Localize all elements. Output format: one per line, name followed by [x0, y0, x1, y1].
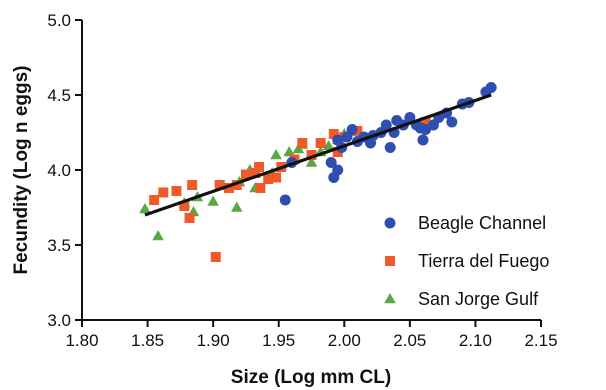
- data-point: [179, 201, 190, 211]
- data-point: [149, 195, 160, 205]
- y-tick-label: 4.0: [47, 161, 71, 180]
- data-point: [271, 172, 282, 183]
- legend: Beagle Channel Tierra del Fuego San Jorge …: [384, 213, 549, 309]
- data-point: [297, 138, 308, 148]
- data-point: [139, 203, 151, 214]
- fit-line-group: [144, 93, 492, 217]
- x-tick-label: 1.95: [262, 331, 295, 350]
- data-point: [187, 180, 198, 190]
- data-point: [158, 187, 169, 198]
- data-point: [446, 116, 458, 128]
- y-ticks: 3.0 3.5 4.0 4.5 5.0: [47, 11, 82, 330]
- data-point: [171, 186, 182, 196]
- data-point: [214, 180, 225, 190]
- data-point: [306, 150, 317, 160]
- data-point: [223, 183, 234, 193]
- x-tick-label: 2.05: [393, 331, 426, 350]
- data-point: [255, 183, 266, 193]
- data-point: [325, 157, 337, 168]
- data-point: [380, 119, 392, 131]
- data-point: [384, 142, 396, 153]
- legend-marker: [384, 217, 396, 229]
- data-point: [332, 147, 343, 157]
- data-point: [152, 230, 164, 241]
- y-tick-label: 5.0: [47, 11, 71, 30]
- data-point: [210, 252, 221, 262]
- legend-marker: [385, 256, 395, 266]
- x-axis-title: Size (Log mm CL): [231, 367, 391, 388]
- x-ticks: 1.80 1.85 1.90 1.95 2.00 2.05 2.10 2.15: [65, 320, 558, 350]
- data-point: [315, 138, 326, 148]
- data-point: [207, 195, 219, 206]
- y-tick-label: 4.5: [47, 86, 71, 105]
- data-point: [328, 129, 339, 139]
- x-tick-label: 2.10: [459, 331, 492, 350]
- x-tick-label: 1.85: [131, 331, 164, 350]
- data-point: [346, 124, 358, 135]
- legend-label: Tierra del Fuego: [418, 251, 549, 271]
- data-point: [250, 168, 261, 178]
- data-point: [254, 162, 265, 172]
- y-axis-title: Fecundity (Log n eggs): [11, 66, 32, 275]
- data-point: [230, 201, 243, 212]
- data-points: [139, 82, 497, 262]
- data-point: [231, 180, 242, 190]
- x-tick-label: 2.00: [328, 331, 361, 350]
- data-point: [240, 169, 251, 180]
- data-point: [332, 164, 344, 176]
- axes: [81, 20, 541, 321]
- legend-marker: [384, 293, 396, 304]
- x-tick-label: 1.80: [65, 331, 98, 350]
- x-tick-label: 1.90: [197, 331, 230, 350]
- data-point: [263, 174, 274, 184]
- data-point: [420, 117, 431, 127]
- data-point: [404, 112, 416, 123]
- legend-label: San Jorge Gulf: [418, 289, 539, 309]
- data-point: [184, 213, 195, 223]
- x-tick-label: 2.15: [524, 331, 557, 350]
- y-tick-label: 3.5: [47, 236, 71, 255]
- data-point: [279, 194, 291, 206]
- y-tick-label: 3.0: [47, 311, 71, 330]
- data-point: [270, 149, 282, 160]
- data-point: [283, 146, 296, 157]
- legend-label: Beagle Channel: [418, 213, 546, 233]
- data-point: [305, 156, 318, 167]
- data-point: [417, 134, 429, 146]
- data-point: [485, 82, 497, 93]
- regression-line: [144, 93, 492, 217]
